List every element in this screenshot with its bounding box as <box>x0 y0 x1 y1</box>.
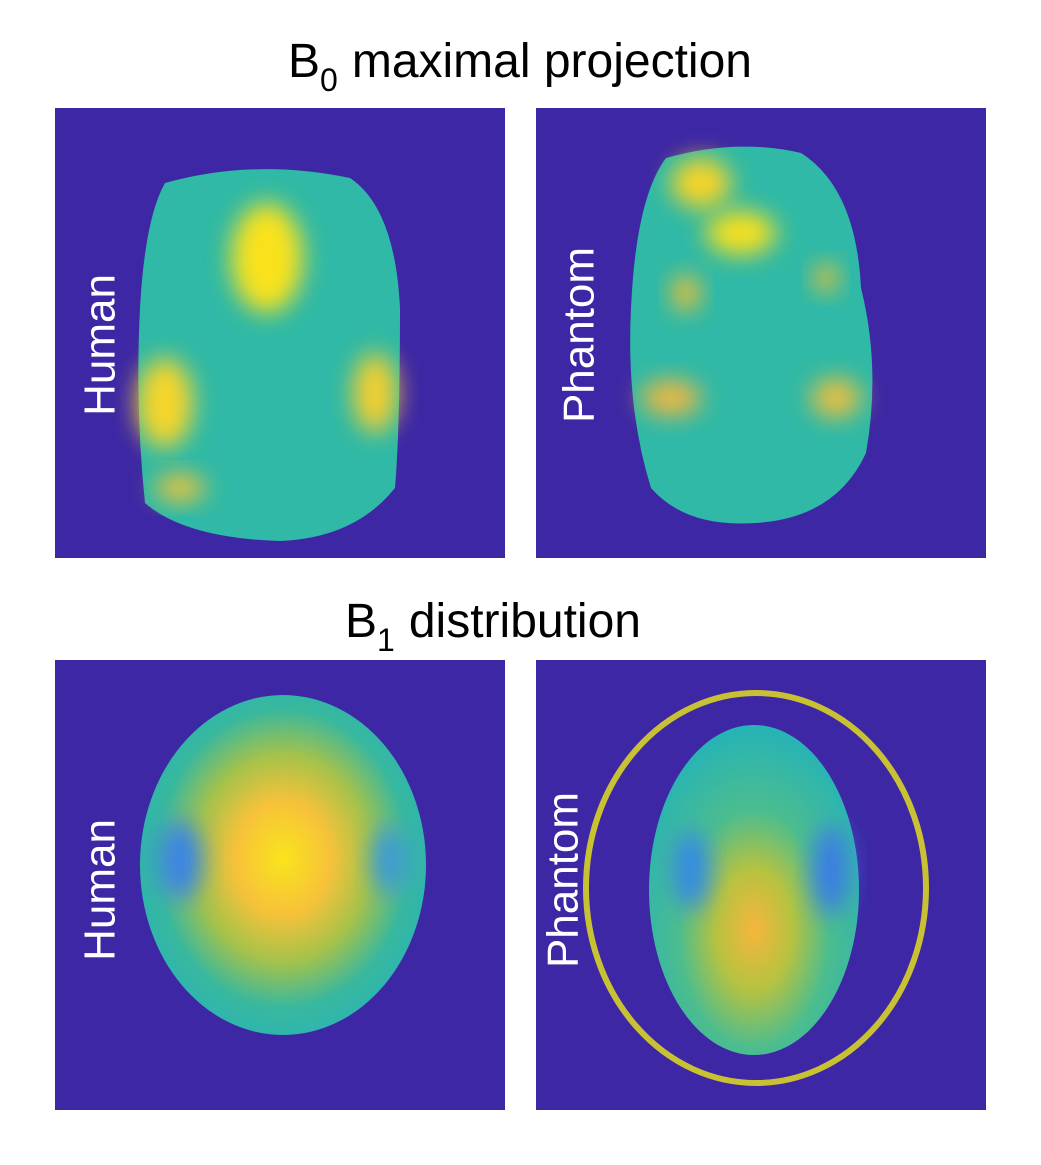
title-text: distribution <box>409 595 641 648</box>
image-panel: Human <box>55 660 505 1110</box>
title-subscript: 0 <box>320 62 338 98</box>
title-symbol: B <box>345 595 377 648</box>
image-panel: Phantom <box>536 660 986 1110</box>
panel-label: Human <box>76 274 125 416</box>
panel-label: Human <box>76 819 125 961</box>
section-title: B0 maximal projection <box>288 35 752 98</box>
title-symbol: B <box>288 35 320 88</box>
panel-label: Phantom <box>555 247 604 423</box>
section-title: B1 distribution <box>345 595 641 658</box>
title-subscript: 1 <box>377 622 395 658</box>
panel-label: Phantom <box>539 792 588 968</box>
title-text: maximal projection <box>352 35 752 88</box>
image-panel: Human <box>55 108 505 558</box>
image-panel: Phantom <box>536 108 986 558</box>
